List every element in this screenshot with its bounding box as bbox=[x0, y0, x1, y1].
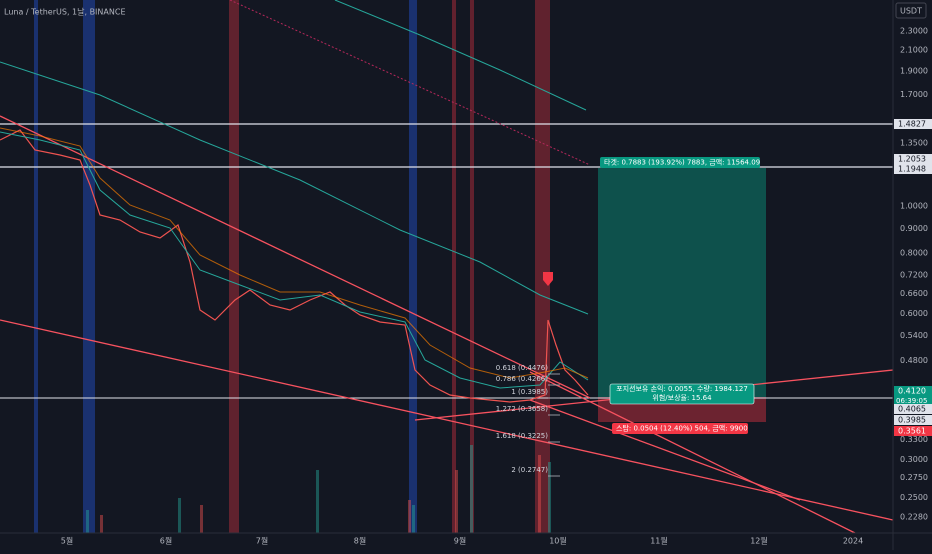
status-label: 위험/보상율: 15.64 bbox=[652, 393, 712, 402]
countdown: 06:39:05 bbox=[896, 397, 927, 405]
time-label: 2024 bbox=[843, 537, 863, 546]
target-zone[interactable] bbox=[598, 168, 766, 397]
time-label: 9월 bbox=[454, 536, 466, 546]
price-label: 0.3000 bbox=[900, 455, 928, 464]
trend-line[interactable] bbox=[529, 371, 856, 534]
volume-bar bbox=[455, 470, 458, 533]
moving-average bbox=[0, 131, 589, 389]
chart-title: Luna / TetherUS, 1날, BINANCE bbox=[4, 7, 126, 17]
price-label: 0.2750 bbox=[900, 473, 928, 482]
volume bbox=[100, 455, 541, 533]
price-tag: 1.4827 bbox=[898, 120, 926, 129]
price-line bbox=[0, 129, 589, 403]
band bbox=[452, 0, 456, 533]
volume-bar bbox=[408, 500, 411, 533]
fib-label: 1.618 (0.3225) bbox=[496, 432, 548, 440]
trend-line[interactable] bbox=[0, 115, 591, 399]
price-label: 2.1000 bbox=[900, 46, 928, 55]
price-tag-box bbox=[894, 426, 932, 436]
price-label: 0.4800 bbox=[900, 356, 928, 365]
price-label: 1.0000 bbox=[900, 202, 928, 211]
price-label: 0.6600 bbox=[900, 289, 928, 298]
price-label: 0.3300 bbox=[900, 435, 928, 444]
price-tag: 0.4065 bbox=[898, 405, 926, 414]
price-label: 0.5400 bbox=[900, 331, 928, 340]
price-label: 1.3500 bbox=[900, 139, 928, 148]
fib-label: 0.618 (0.4476) bbox=[496, 364, 548, 372]
price-tag-box bbox=[894, 415, 932, 425]
price-label: 0.2500 bbox=[900, 493, 928, 502]
band bbox=[34, 0, 38, 533]
volume-bar bbox=[412, 505, 415, 533]
volume-bar bbox=[548, 462, 551, 533]
volume-bar bbox=[316, 470, 319, 533]
price-tag: 1.2053 bbox=[898, 155, 926, 164]
price-label: 0.9000 bbox=[900, 224, 928, 233]
time-label: 8월 bbox=[354, 536, 366, 546]
band bbox=[83, 0, 95, 533]
trend-line[interactable] bbox=[529, 399, 801, 501]
band bbox=[535, 0, 550, 533]
fib-label: 1.272 (0.3658) bbox=[496, 405, 548, 413]
moving-average bbox=[334, 0, 587, 111]
status-label: 포지션보유 손익: 0.0055, 수량: 1984.127 bbox=[616, 384, 748, 393]
volume bbox=[86, 445, 551, 533]
price-tag: 0.4120 bbox=[898, 387, 926, 396]
price-tag-box bbox=[894, 386, 932, 396]
price-label: 0.6000 bbox=[900, 309, 928, 318]
fib-label: 0.786 (0.4266) bbox=[496, 375, 548, 383]
countdown-box bbox=[894, 396, 932, 406]
price-tag: 0.3561 bbox=[898, 427, 926, 436]
time-label: 12월 bbox=[750, 536, 768, 546]
volume-bar bbox=[86, 510, 89, 533]
band bbox=[229, 0, 239, 533]
time-label: 7월 bbox=[256, 536, 268, 546]
currency-box[interactable] bbox=[895, 2, 927, 19]
price-label: 0.8000 bbox=[900, 249, 928, 258]
target-label-box bbox=[600, 157, 760, 168]
volume-bar bbox=[178, 498, 181, 533]
moving-average bbox=[0, 127, 589, 379]
moving-average bbox=[0, 61, 589, 315]
trend-line[interactable] bbox=[0, 319, 894, 521]
time-label: 10월 bbox=[549, 536, 567, 546]
price-tag: 1.1948 bbox=[898, 165, 926, 174]
price-tag-box bbox=[894, 164, 932, 174]
volume-bar bbox=[470, 445, 473, 533]
price-label: 1.9000 bbox=[900, 67, 928, 76]
price-label: 0.2280 bbox=[900, 513, 928, 522]
price-tag-box bbox=[894, 154, 932, 164]
price-tag-box bbox=[894, 404, 932, 414]
time-label: 5월 bbox=[61, 536, 73, 546]
price-tag-box bbox=[894, 119, 932, 129]
bands bbox=[34, 0, 550, 533]
currency[interactable]: USDT bbox=[900, 7, 922, 16]
price-label: 1.7000 bbox=[900, 90, 928, 99]
fib-label: 1 (0.3985) bbox=[511, 388, 548, 396]
price-label: 0.7200 bbox=[900, 271, 928, 280]
volume-bar bbox=[200, 505, 203, 533]
fib-label: 2 (0.2747) bbox=[511, 466, 548, 474]
price-tag: 0.3985 bbox=[898, 416, 926, 425]
volume-bar bbox=[100, 515, 103, 533]
band bbox=[409, 0, 417, 533]
time-label: 11월 bbox=[650, 536, 668, 546]
stop-label-box bbox=[612, 423, 748, 434]
status-label-box bbox=[609, 383, 755, 405]
sell-marker[interactable] bbox=[543, 272, 553, 286]
band bbox=[470, 0, 474, 533]
target-label: 타겟: 0.7883 (193.92%) 7883, 금액: 11564.09 bbox=[604, 158, 760, 167]
time-label: 6월 bbox=[160, 536, 172, 546]
price-label: 2.3000 bbox=[900, 26, 928, 35]
stop-label: 스탑: 0.0504 (12.40%) 504, 금액: 9900 bbox=[616, 425, 748, 433]
volume-bar bbox=[538, 455, 541, 533]
